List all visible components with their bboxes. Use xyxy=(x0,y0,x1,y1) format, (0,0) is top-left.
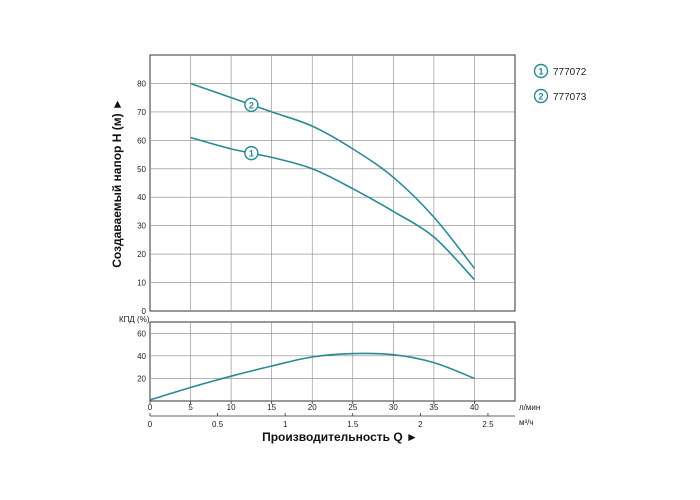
efficiency-tick-label: 60 xyxy=(137,329,146,338)
efficiency-axis-label: КПД (%) xyxy=(119,315,150,324)
legend: 1 777072 2 777073 xyxy=(533,63,587,104)
legend-marker-2-text: 2 xyxy=(538,92,543,102)
x-tick-label-secondary: 2 xyxy=(418,420,423,429)
y-tick-label: 40 xyxy=(137,193,146,202)
curve-marker-1 xyxy=(244,145,259,161)
y-tick-label: 10 xyxy=(137,279,146,288)
x-tick-label-secondary: 1 xyxy=(283,420,288,429)
x-tick-label-secondary: 2.5 xyxy=(482,420,494,429)
x-tick-label-secondary: 0.5 xyxy=(212,420,224,429)
y-tick-label: 60 xyxy=(137,136,146,145)
x-tick-label-primary: 40 xyxy=(470,403,479,412)
legend-marker-1 xyxy=(533,63,549,79)
y-axis-title: Создаваемый напор H (м) ► xyxy=(110,98,124,268)
x-tick-label-primary: 35 xyxy=(429,403,438,412)
legend-label-2: 777073 xyxy=(553,92,587,103)
curve-marker-2 xyxy=(244,97,259,112)
x-tick-label-primary: 20 xyxy=(308,403,317,412)
x-tick-label-secondary: 0 xyxy=(148,420,153,429)
y-tick-label: 50 xyxy=(137,165,146,174)
x-tick-label-primary: 10 xyxy=(227,403,236,412)
x-tick-label-secondary: 1.5 xyxy=(347,420,359,429)
x-tick-label-primary: 30 xyxy=(389,403,398,412)
efficiency-curve xyxy=(149,352,475,401)
x-axis-title: Производительность Q ► xyxy=(262,430,418,444)
efficiency-plot-area xyxy=(149,321,516,402)
head-curve-1 xyxy=(190,136,476,281)
curve-marker-label-2: 2 xyxy=(249,100,254,110)
y-tick-label: 80 xyxy=(137,79,146,88)
efficiency-tick-label: 20 xyxy=(137,374,146,383)
head-curve-2 xyxy=(190,82,476,269)
x-tick-label-primary: 25 xyxy=(348,403,357,412)
y-tick-label: 30 xyxy=(137,222,146,231)
legend-label-1: 777072 xyxy=(553,67,587,78)
efficiency-tick-label: 40 xyxy=(137,352,146,361)
legend-item-1: 1 777072 xyxy=(533,63,587,79)
y-tick-label: 0 xyxy=(142,307,147,316)
x-unit-primary: л/мин xyxy=(519,403,540,412)
grid xyxy=(150,55,515,401)
head-plot-area xyxy=(149,54,516,312)
legend-item-2: 2 777073 xyxy=(533,88,587,104)
y-tick-label: 70 xyxy=(137,108,146,117)
x-unit-secondary: м³/ч xyxy=(519,418,534,427)
x-tick-label-primary: 0 xyxy=(148,403,153,412)
x-tick-label-primary: 15 xyxy=(267,403,276,412)
curves: 12 xyxy=(149,82,476,401)
legend-marker-1-text: 1 xyxy=(538,67,543,77)
y-tick-label: 20 xyxy=(137,250,146,259)
legend-marker-2 xyxy=(533,88,549,104)
x-tick-label-primary: 5 xyxy=(188,403,193,412)
curve-marker-label-1: 1 xyxy=(249,149,254,159)
